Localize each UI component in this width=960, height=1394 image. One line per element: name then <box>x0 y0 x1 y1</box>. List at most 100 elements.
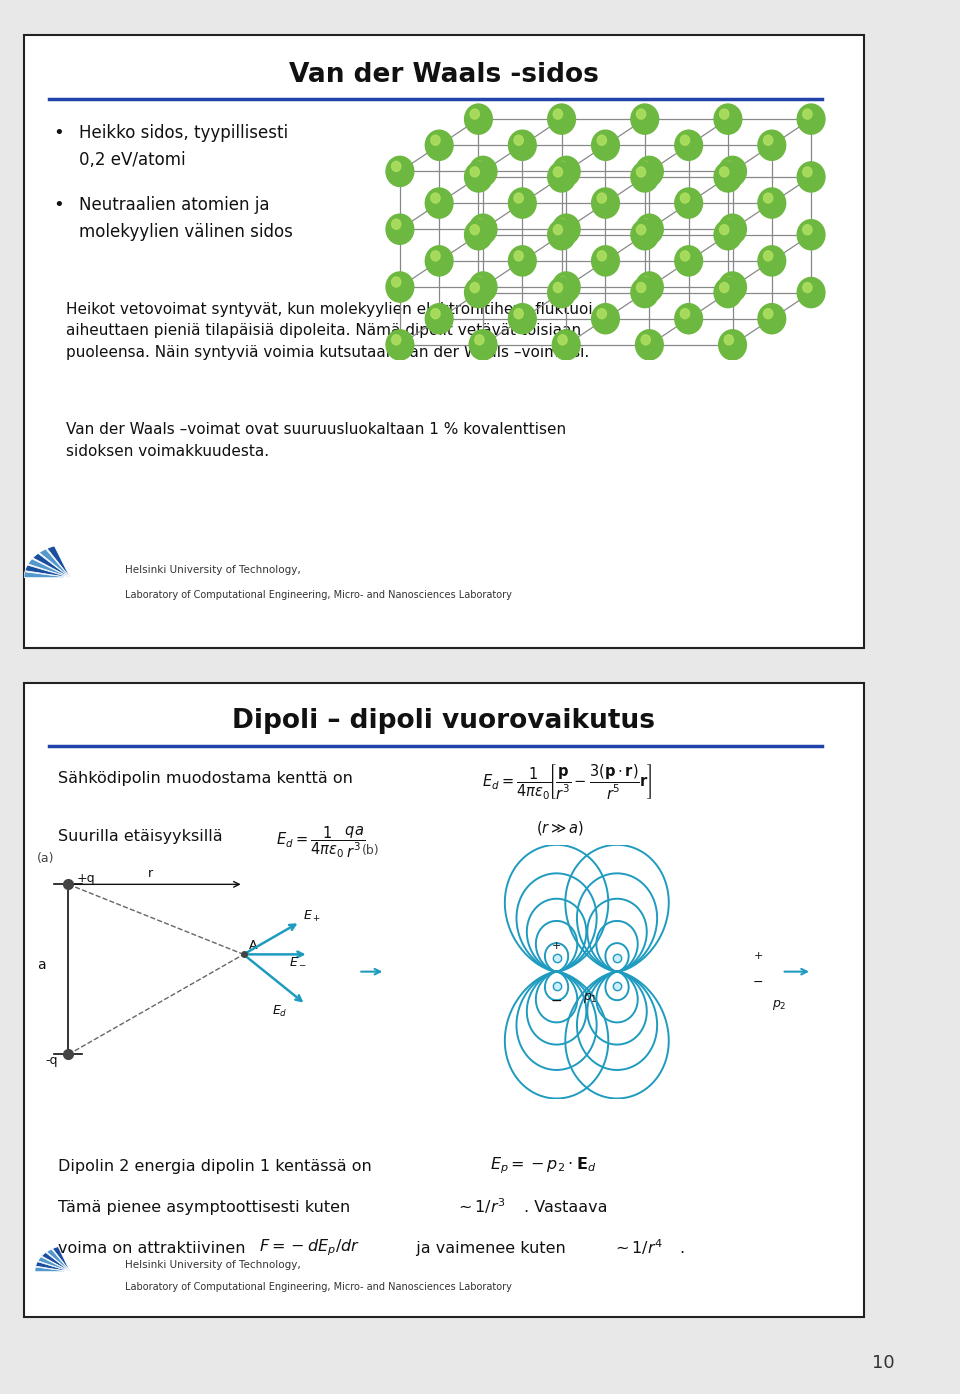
Text: A: A <box>250 940 257 952</box>
Text: $p_2$: $p_2$ <box>772 998 786 1012</box>
Circle shape <box>803 224 812 234</box>
Circle shape <box>597 135 607 145</box>
Circle shape <box>469 272 497 302</box>
Circle shape <box>591 304 619 333</box>
Text: $(r \gg a)$: $(r \gg a)$ <box>537 818 585 836</box>
Text: $E_p = -p_2 \cdot \mathbf{E}_d$: $E_p = -p_2 \cdot \mathbf{E}_d$ <box>491 1156 596 1177</box>
Text: Van der Waals -sidos: Van der Waals -sidos <box>289 63 599 88</box>
Circle shape <box>431 135 440 145</box>
Text: Heikko sidos, tyypillisesti: Heikko sidos, tyypillisesti <box>79 124 288 142</box>
Wedge shape <box>41 1252 70 1271</box>
Wedge shape <box>53 1246 70 1271</box>
Circle shape <box>797 162 825 192</box>
Circle shape <box>719 215 747 244</box>
Circle shape <box>548 220 575 250</box>
Text: +q: +q <box>77 871 95 885</box>
Text: •: • <box>54 195 64 213</box>
Circle shape <box>675 188 703 217</box>
Text: Dipolin 2 energia dipolin 1 kentässä on: Dipolin 2 energia dipolin 1 kentässä on <box>58 1158 382 1174</box>
Circle shape <box>681 135 689 145</box>
Circle shape <box>425 130 453 160</box>
Wedge shape <box>39 549 70 577</box>
Text: $E_-$: $E_-$ <box>289 955 306 967</box>
Circle shape <box>475 277 484 287</box>
Text: r: r <box>148 867 153 880</box>
Circle shape <box>509 245 537 276</box>
Circle shape <box>553 167 563 177</box>
Circle shape <box>470 283 479 293</box>
Circle shape <box>636 215 663 244</box>
Text: −: − <box>753 976 763 988</box>
Circle shape <box>465 277 492 308</box>
Text: $E_d = \dfrac{1}{4\pi\varepsilon_0}\!\left[\dfrac{\mathbf{p}}{r^3} - \dfrac{3(\m: $E_d = \dfrac{1}{4\pi\varepsilon_0}\!\le… <box>482 763 653 802</box>
Circle shape <box>636 224 646 234</box>
Circle shape <box>558 277 567 287</box>
Circle shape <box>636 330 663 360</box>
Circle shape <box>425 304 453 333</box>
Wedge shape <box>47 1249 70 1271</box>
Text: (b): (b) <box>362 845 379 857</box>
Circle shape <box>469 215 497 244</box>
Circle shape <box>475 335 484 344</box>
Circle shape <box>803 109 812 118</box>
Circle shape <box>558 162 567 171</box>
Circle shape <box>392 162 401 171</box>
Circle shape <box>797 277 825 308</box>
FancyBboxPatch shape <box>24 683 864 1317</box>
Wedge shape <box>33 553 70 577</box>
Circle shape <box>714 220 742 250</box>
Circle shape <box>465 105 492 134</box>
Text: •: • <box>54 124 64 142</box>
Text: $\sim 1/r^4$: $\sim 1/r^4$ <box>612 1238 663 1257</box>
Circle shape <box>553 283 563 293</box>
Text: Laboratory of Computational Engineering, Micro- and Nanosciences Laboratory: Laboratory of Computational Engineering,… <box>125 590 512 599</box>
Circle shape <box>636 109 646 118</box>
Circle shape <box>720 224 729 234</box>
Circle shape <box>681 308 689 319</box>
Text: (a): (a) <box>37 852 55 864</box>
Circle shape <box>636 156 663 187</box>
Circle shape <box>681 192 689 204</box>
Circle shape <box>803 167 812 177</box>
Circle shape <box>514 251 523 261</box>
Circle shape <box>548 105 575 134</box>
Text: $p_1$: $p_1$ <box>584 991 598 1005</box>
Circle shape <box>509 304 537 333</box>
Text: molekyylien välinen sidos: molekyylien välinen sidos <box>79 223 293 241</box>
Circle shape <box>558 335 567 344</box>
Circle shape <box>475 162 484 171</box>
Circle shape <box>475 219 484 229</box>
Circle shape <box>714 162 742 192</box>
Circle shape <box>720 167 729 177</box>
Text: Laboratory of Computational Engineering, Micro- and Nanosciences Laboratory: Laboratory of Computational Engineering,… <box>125 1282 512 1292</box>
Text: Suurilla etäisyyksillä: Suurilla etäisyyksillä <box>58 829 222 843</box>
Circle shape <box>636 283 646 293</box>
Circle shape <box>392 277 401 287</box>
Circle shape <box>631 277 659 308</box>
Circle shape <box>641 335 650 344</box>
Text: -q: -q <box>46 1054 59 1068</box>
Circle shape <box>553 224 563 234</box>
Circle shape <box>763 308 773 319</box>
Circle shape <box>636 167 646 177</box>
Circle shape <box>714 277 742 308</box>
Circle shape <box>597 251 607 261</box>
Circle shape <box>724 162 733 171</box>
Circle shape <box>763 135 773 145</box>
Circle shape <box>797 220 825 250</box>
Circle shape <box>470 224 479 234</box>
Wedge shape <box>47 546 70 577</box>
Circle shape <box>386 215 414 244</box>
Circle shape <box>386 330 414 360</box>
Circle shape <box>552 272 580 302</box>
Text: $E_d = \dfrac{1}{4\pi\varepsilon_0}\dfrac{qa}{r^3}$: $E_d = \dfrac{1}{4\pi\varepsilon_0}\dfra… <box>276 825 365 860</box>
Text: $\sim 1/r^3$: $\sim 1/r^3$ <box>455 1196 506 1216</box>
Text: 0,2 eV/atomi: 0,2 eV/atomi <box>79 152 185 170</box>
Text: ja vaimenee kuten: ja vaimenee kuten <box>406 1241 576 1256</box>
Circle shape <box>548 277 575 308</box>
Text: Heikot vetovoimat syntyvät, kun molekyylien elektronitiheys fluktuoi
aiheuttaen : Heikot vetovoimat syntyvät, kun molekyyl… <box>66 301 592 360</box>
Circle shape <box>636 272 663 302</box>
Circle shape <box>724 335 733 344</box>
Circle shape <box>386 156 414 187</box>
Circle shape <box>681 251 689 261</box>
